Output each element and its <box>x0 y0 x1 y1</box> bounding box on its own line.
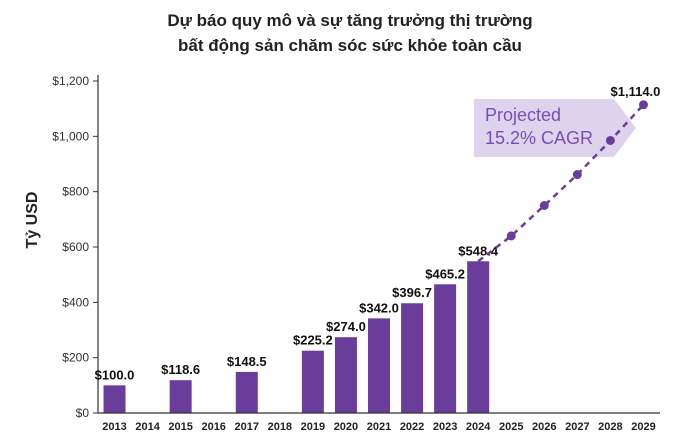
y-tick-label: $1,000 <box>52 129 89 143</box>
x-tick-label: 2016 <box>201 421 225 433</box>
bar <box>103 385 126 413</box>
x-tick-label: 2017 <box>235 421 259 433</box>
projection-annotation: Projected 15.2% CAGR <box>474 99 636 157</box>
bar <box>235 371 258 413</box>
y-tick-label: $600 <box>62 240 89 254</box>
bar-value-label: $100.0 <box>95 367 135 382</box>
x-tick-label: 2022 <box>400 421 424 433</box>
bar-value-label: $396.7 <box>392 285 432 300</box>
projection-point <box>506 231 516 241</box>
bar <box>169 380 192 413</box>
x-axis: 2013 2014 2015 2016 2017 2018 2019 2020 2021 2022… <box>98 412 660 433</box>
x-tick-label: 2015 <box>168 421 192 433</box>
y-tick-label: $200 <box>62 351 89 365</box>
projection-dashed-line <box>477 103 645 263</box>
annotation-arrow-box <box>474 99 636 157</box>
projection-line: $1,114.0 <box>477 84 661 263</box>
bar-value-label: $465.2 <box>425 266 465 281</box>
chart-title-line1: Dự báo quy mô và sự tăng trưởng thị trườ… <box>167 11 533 30</box>
annotation-line1: Projected <box>485 105 561 125</box>
x-tick-label: 2028 <box>598 421 622 433</box>
projection-end-label: $1,114.0 <box>611 84 661 99</box>
bar-value-label: $148.5 <box>227 354 267 369</box>
y-tick-label: $400 <box>62 295 89 309</box>
bars: $100.0 $118.6 $148.5 $225.2$274.0 $342.0$396… <box>95 243 499 413</box>
x-tick-label: 2013 <box>102 421 126 433</box>
bar <box>401 303 424 413</box>
annotation-line2: 15.2% CAGR <box>485 128 593 148</box>
bar-value-label: $274.0 <box>326 319 366 334</box>
bar <box>301 350 324 413</box>
y-tick-label: $800 <box>62 185 89 199</box>
y-tick-label: $1,200 <box>52 74 89 88</box>
projection-point <box>638 100 648 110</box>
x-tick-label: 2018 <box>268 421 292 433</box>
bar-value-label: $548.4 <box>458 243 499 258</box>
bar <box>368 318 390 413</box>
projection-point <box>605 135 615 145</box>
x-tick-label: 2025 <box>499 421 523 433</box>
x-tick-label: 2027 <box>565 421 589 433</box>
chart-title-line2: bất động sản chăm sóc sức khỏe toàn cầu <box>178 36 522 55</box>
y-axis-label: Tỷ USD <box>24 192 41 249</box>
bar-value-label: $225.2 <box>293 333 333 348</box>
bar <box>334 337 357 413</box>
bar <box>467 261 490 413</box>
bar <box>434 284 457 413</box>
x-tick-label: 2019 <box>301 421 325 433</box>
x-tick-label: 2029 <box>631 421 655 433</box>
bar-value-label: $342.0 <box>359 300 399 315</box>
projection-point <box>539 201 549 210</box>
chart-title: Dự báo quy mô và sự tăng trưởng thị trườ… <box>0 8 700 58</box>
x-tick-label: 2024 <box>466 421 491 433</box>
x-tick-label: 2023 <box>433 421 457 433</box>
x-tick-label: 2021 <box>367 421 391 433</box>
x-tick-label: 2026 <box>532 421 556 433</box>
x-tick-label: 2020 <box>334 421 358 433</box>
y-tick-label: $0 <box>76 406 90 420</box>
x-tick-label: 2014 <box>135 421 160 433</box>
bar-value-label: $118.6 <box>161 362 200 377</box>
projection-point <box>572 170 582 180</box>
y-axis: $0 $200 $400 $600 $800 $1,000 $1,200 <box>52 74 99 420</box>
